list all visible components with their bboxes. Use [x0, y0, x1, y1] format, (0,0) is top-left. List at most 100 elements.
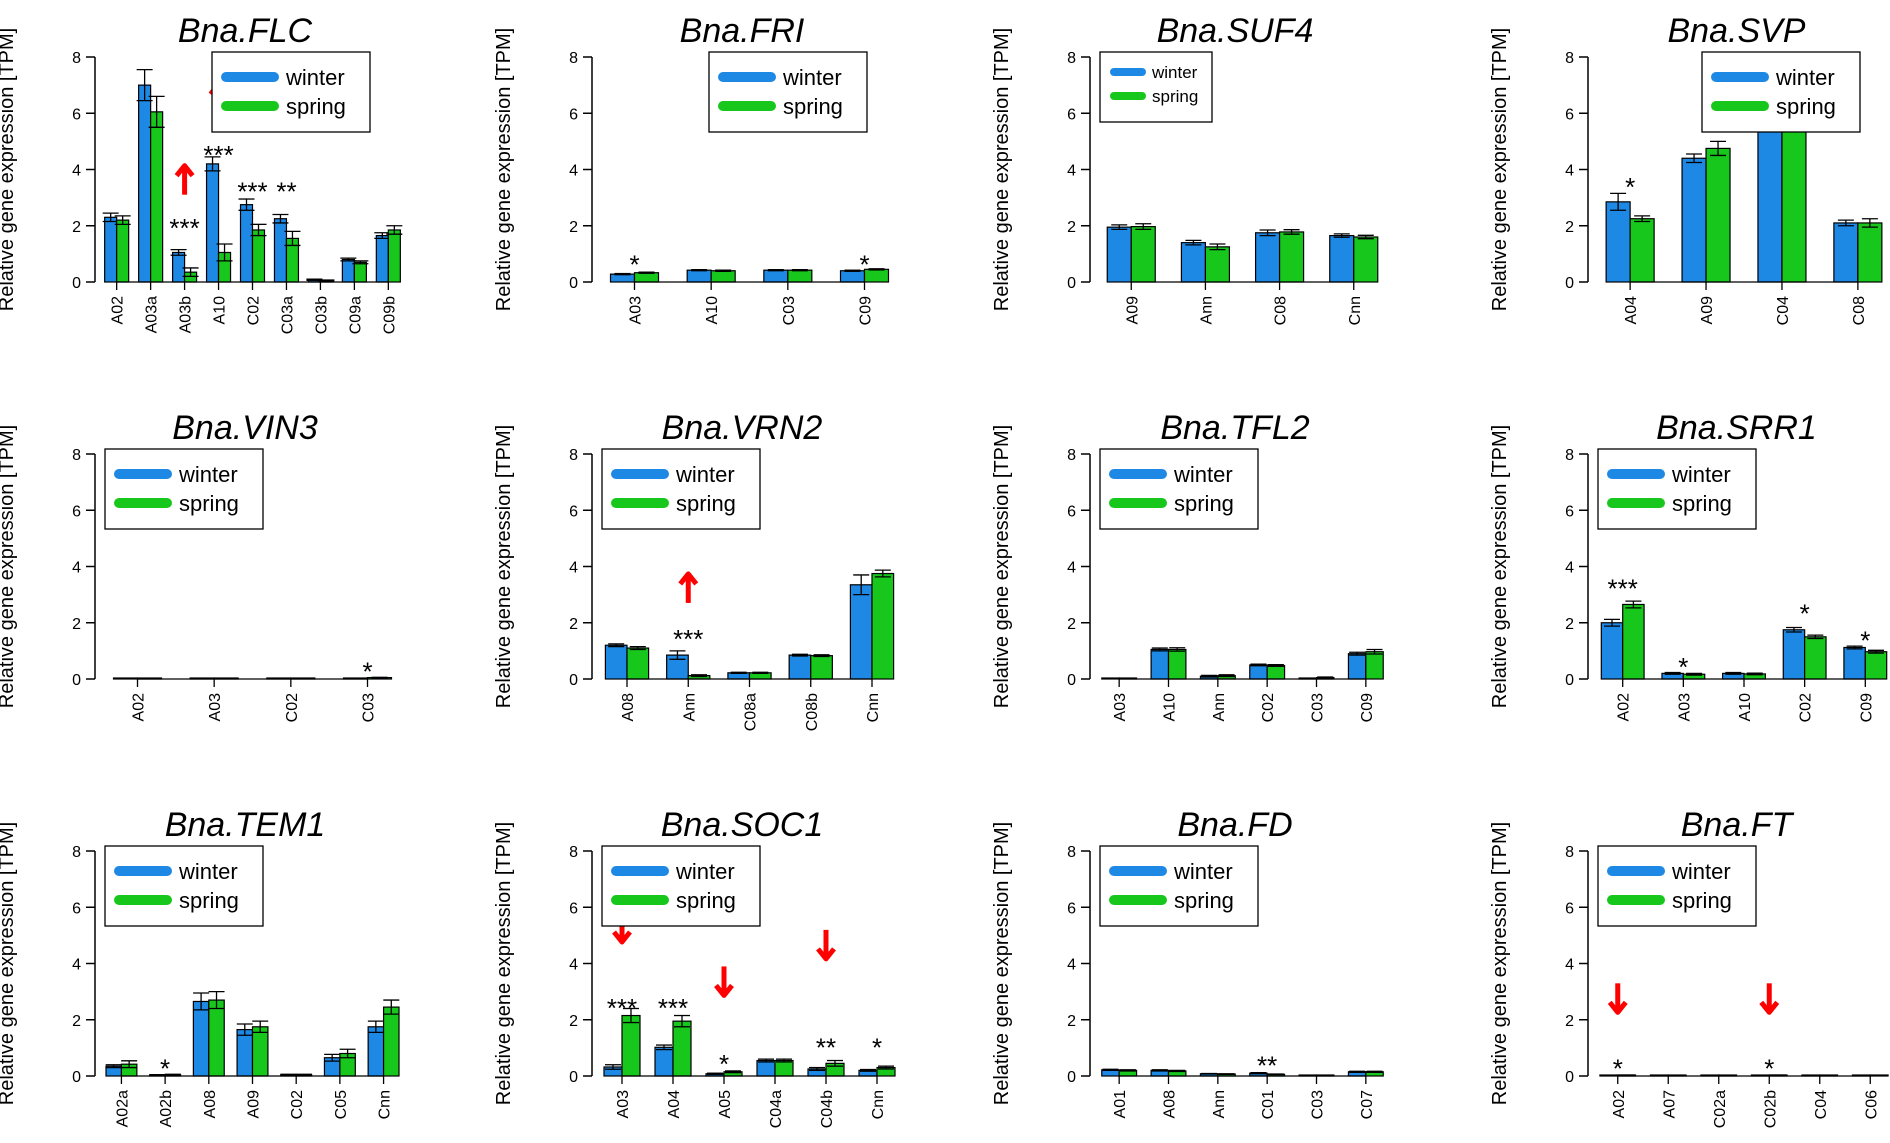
bar-winter-A04 — [1605, 201, 1631, 283]
y-tick-label: 2 — [1067, 219, 1076, 236]
panel-bna-ft: Bna.FT Relative gene expression [TPM] 0 2 4 6… — [1489, 806, 1889, 1128]
bar-spring-A04 — [1629, 218, 1655, 283]
y-tick-label: 8 — [72, 50, 81, 67]
panel-title: Bna.SOC1 — [661, 806, 824, 844]
bar-winter-C09b — [375, 234, 389, 283]
bar-spring-A02 — [1622, 603, 1645, 680]
x-tick-label: C02 — [284, 693, 301, 722]
y-tick-label: 8 — [72, 447, 81, 464]
y-tick-label: 8 — [72, 844, 81, 861]
bar-spring-A10 — [710, 270, 736, 283]
panel-title: Bna.FD — [1177, 806, 1292, 844]
y-tick-label: 8 — [1067, 50, 1076, 67]
bar-spring-C03 — [787, 269, 813, 283]
bar-spring-A09 — [251, 1026, 269, 1077]
significance-marker: *** — [203, 140, 233, 170]
y-tick-label: 6 — [1067, 106, 1076, 123]
legend-label-spring: spring — [676, 888, 736, 913]
arrow-up-head — [678, 571, 699, 586]
x-tick-label: C03b — [313, 296, 330, 334]
legend-label-winter: winter — [675, 462, 735, 487]
panel-title: Bna.VRN2 — [662, 409, 823, 447]
y-tick-label: 4 — [1565, 560, 1574, 577]
y-tick-label: 6 — [569, 900, 578, 917]
y-tick-label: 2 — [1067, 1013, 1076, 1030]
legend-label-spring: spring — [1776, 94, 1836, 119]
legend-label-winter: winter — [285, 65, 345, 90]
significance-marker: * — [1800, 599, 1810, 629]
significance-marker: *** — [169, 213, 199, 243]
y-tick-label: 0 — [72, 672, 81, 689]
y-tick-label: 2 — [569, 1013, 578, 1030]
x-tick-label: A02 — [131, 693, 148, 722]
x-tick-label: A02a — [114, 1090, 131, 1127]
x-tick-label: A07 — [1661, 1090, 1678, 1119]
bar-spring-C02 — [1804, 636, 1827, 680]
x-tick-label: C03 — [1310, 693, 1327, 722]
arrow-down-head — [816, 947, 836, 962]
x-tick-label: A10 — [704, 296, 721, 325]
y-tick-label: 6 — [1067, 900, 1076, 917]
panel-bna-fd: Bna.FD Relative gene expression [TPM] 0 2 4 6… — [991, 806, 1384, 1119]
y-tick-label: 8 — [1565, 50, 1574, 67]
legend-box — [104, 448, 264, 530]
x-tick-label: A02 — [1616, 693, 1633, 722]
bar-winter-A02 — [1600, 622, 1624, 680]
x-tick-label: A03 — [615, 1090, 632, 1119]
legend-box — [1701, 51, 1861, 133]
x-tick-label: A10 — [212, 296, 229, 325]
bar-winter-Ann — [1180, 242, 1207, 283]
x-tick-label: C09b — [381, 296, 398, 334]
bar-winter-A02 — [104, 216, 118, 283]
y-tick-label: 4 — [1067, 560, 1076, 577]
panel-title: Bna.SVP — [1668, 12, 1806, 50]
bar-winter-A09 — [1681, 157, 1707, 283]
y-axis-label: Relative gene expression [TPM] — [0, 425, 18, 708]
bar-spring-A03 — [621, 1014, 641, 1077]
legend-label-spring: spring — [179, 491, 239, 516]
bar-winter-C09a — [341, 258, 355, 283]
x-tick-label: C09 — [1359, 693, 1376, 722]
y-tick-label: 2 — [1565, 219, 1574, 236]
x-tick-label: Ann — [1198, 296, 1215, 324]
x-tick-label: Cnn — [865, 693, 882, 722]
y-axis-label: Relative gene expression [TPM] — [0, 822, 18, 1105]
significance-marker: ** — [276, 176, 296, 206]
y-tick-label: 8 — [1067, 447, 1076, 464]
x-tick-label: C04 — [1813, 1090, 1830, 1119]
significance-marker: * — [362, 656, 372, 686]
bar-spring-C08 — [1857, 222, 1883, 283]
panel-bna-tfl2: Bna.TFL2 Relative gene expression [TPM] 0 2… — [991, 409, 1384, 722]
legend: winter spring — [601, 845, 761, 927]
x-tick-label: A03a — [144, 296, 161, 333]
y-axis-label: Relative gene expression [TPM] — [991, 28, 1013, 311]
significance-marker: *** — [607, 993, 637, 1023]
x-tick-label: A03b — [178, 296, 195, 333]
legend-label-winter: winter — [1173, 462, 1233, 487]
bar-winter-A03a — [138, 84, 152, 283]
legend-box — [104, 845, 264, 927]
bar-spring-C08b — [810, 655, 833, 680]
bar-winter-C08 — [1254, 232, 1281, 283]
y-axis-label: Relative gene expression [TPM] — [493, 28, 515, 311]
y-tick-label: 0 — [1067, 1069, 1076, 1086]
y-tick-label: 4 — [72, 163, 81, 180]
legend-label-winter: winter — [1775, 65, 1835, 90]
bar-spring-C04a — [774, 1059, 794, 1077]
x-tick-label: C03 — [1310, 1090, 1327, 1119]
x-tick-label: C02 — [1260, 693, 1277, 722]
y-axis-label: Relative gene expression [TPM] — [1489, 822, 1511, 1105]
legend-box — [601, 448, 761, 530]
x-tick-label: A08 — [620, 693, 637, 722]
legend: winter spring — [1099, 51, 1213, 123]
panel-title: Bna.FT — [1681, 806, 1795, 844]
x-tick-label: C08 — [1851, 296, 1868, 325]
panel-title: Bna.SRR1 — [1656, 409, 1817, 447]
legend-label-winter: winter — [1173, 859, 1233, 884]
bar-spring-C09a — [353, 261, 367, 283]
legend-label-winter: winter — [178, 859, 238, 884]
y-tick-label: 6 — [1565, 900, 1574, 917]
bar-winter-A09 — [236, 1028, 254, 1077]
y-tick-label: 4 — [72, 957, 81, 974]
